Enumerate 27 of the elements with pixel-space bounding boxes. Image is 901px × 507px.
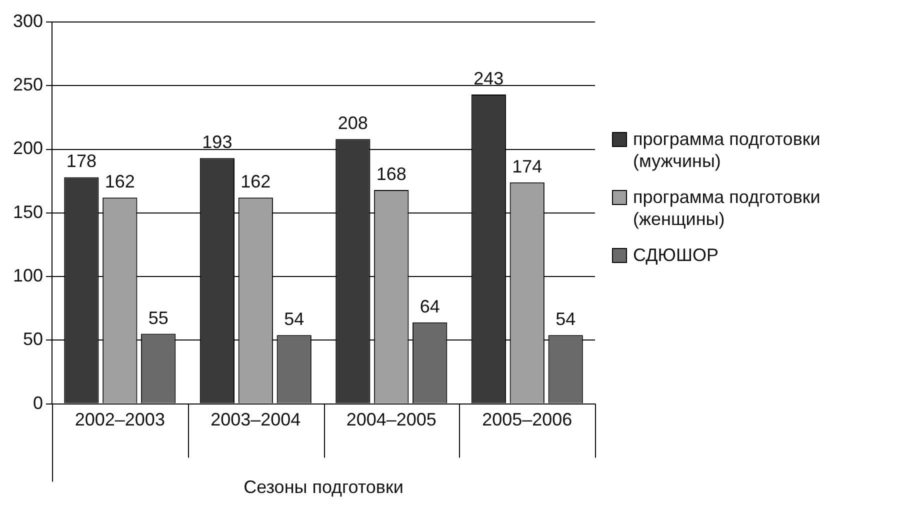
- y-tick-label: 250: [12, 74, 44, 95]
- y-tick-label: 50: [23, 329, 44, 350]
- legend-label: СДЮШОР: [633, 244, 718, 266]
- y-tick-label: 100: [12, 266, 44, 286]
- data-label: 193: [202, 132, 232, 152]
- data-label: 162: [240, 172, 271, 192]
- data-label: 54: [284, 309, 304, 330]
- data-label: 178: [66, 151, 96, 172]
- legend-label: программа подготовки (женщины): [633, 186, 822, 230]
- data-label: 162: [104, 172, 135, 192]
- data-label: 54: [556, 309, 576, 330]
- data-label: 55: [148, 308, 168, 328]
- x-axis-title: Сезоны подготовки: [244, 477, 404, 498]
- data-label: 174: [512, 156, 542, 176]
- data-label: 243: [474, 68, 504, 89]
- data-label: 64: [420, 296, 440, 316]
- y-tick-label: 150: [12, 202, 44, 222]
- y-tick-label: 200: [12, 138, 44, 158]
- x-tick-label: 2003–2004: [210, 410, 301, 430]
- data-label: 168: [376, 164, 406, 184]
- data-label: 208: [338, 113, 368, 134]
- y-tick-label: 300: [12, 10, 44, 31]
- legend-label: программа подготовки (мужчины): [633, 128, 822, 172]
- x-tick-label: 2002–2003: [74, 410, 165, 430]
- x-tick-label: 2004–2005: [346, 410, 436, 430]
- y-tick-label: 0: [33, 392, 44, 413]
- x-tick-label: 2005–2006: [482, 410, 572, 430]
